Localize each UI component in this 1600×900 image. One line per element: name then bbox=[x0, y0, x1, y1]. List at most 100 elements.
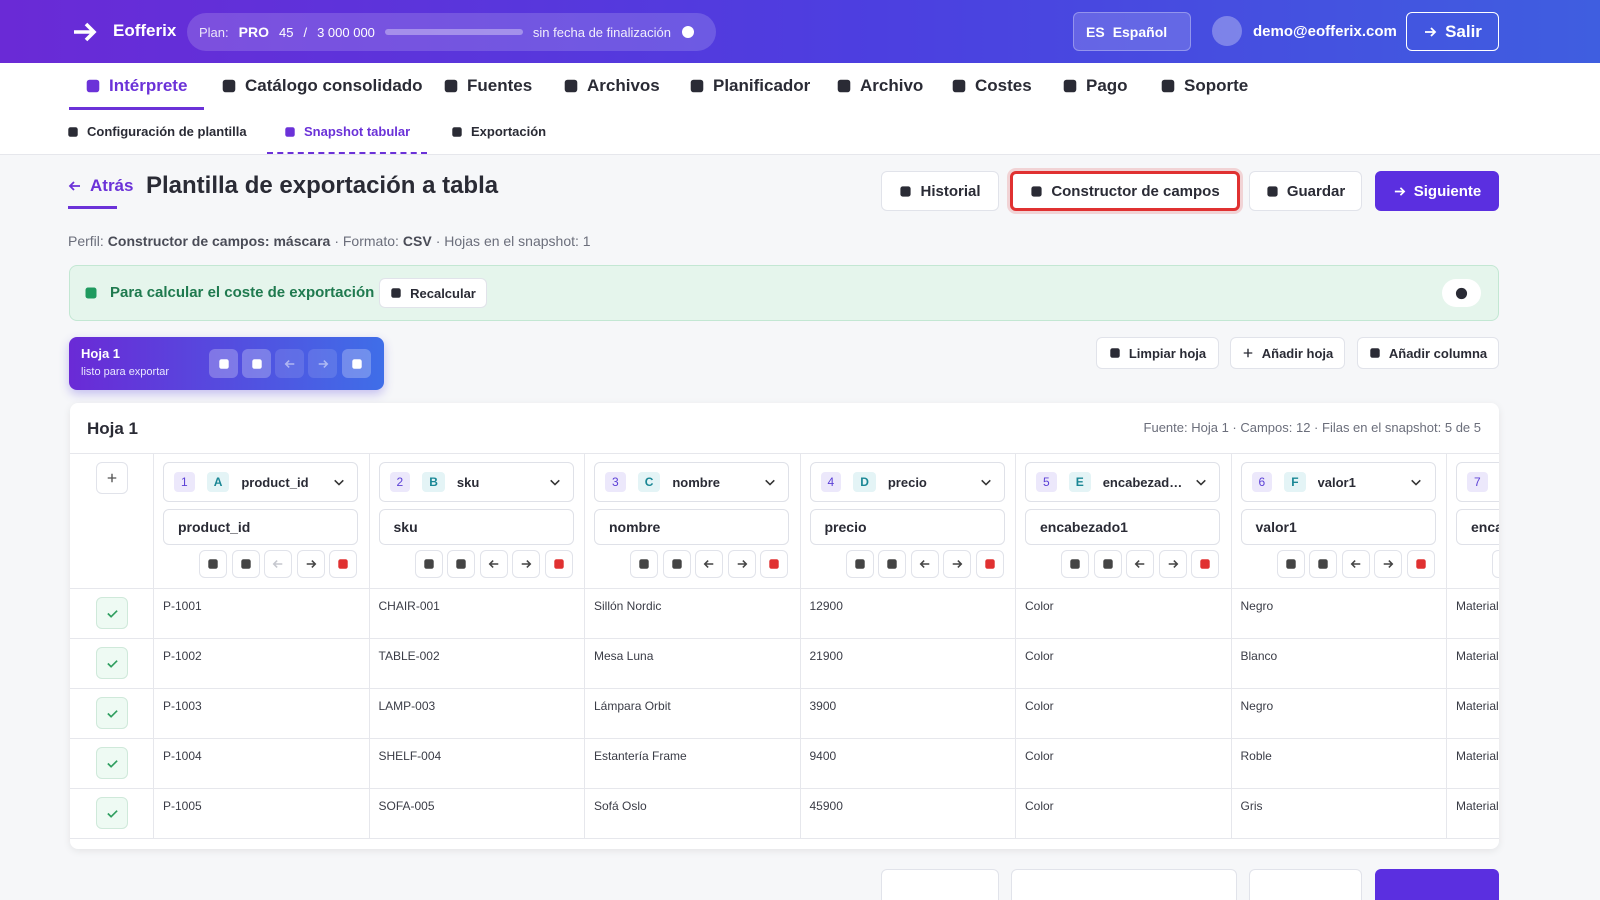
column-name: nombre bbox=[672, 474, 721, 490]
text: Exportación bbox=[471, 124, 547, 139]
language-select[interactable]: ES Español bbox=[1073, 12, 1191, 51]
nav-tab[interactable]: Fuentes bbox=[443, 76, 532, 96]
sheet-tool[interactable] bbox=[242, 349, 271, 378]
column-tool[interactable] bbox=[296, 550, 325, 578]
action-button[interactable]: Siguiente bbox=[1375, 171, 1499, 211]
nav-tab[interactable]: Costes bbox=[951, 76, 1032, 96]
text: CSV bbox=[402, 233, 432, 249]
sheet-action[interactable]: Limpiar hoja bbox=[1096, 337, 1219, 369]
column-tool[interactable] bbox=[1276, 550, 1305, 578]
column-tool[interactable] bbox=[414, 550, 443, 578]
column-tool[interactable] bbox=[975, 550, 1004, 578]
action-button[interactable]: Constructor de campos bbox=[1010, 171, 1240, 211]
add-row-button[interactable] bbox=[96, 462, 128, 494]
bottom-next-button[interactable] bbox=[1375, 869, 1499, 900]
column-divider bbox=[1015, 453, 1016, 838]
sheet-action[interactable]: Añadir hoja bbox=[1230, 337, 1345, 369]
column-select[interactable]: 7Gencabezado2 bbox=[1456, 462, 1499, 502]
bottom-action-button[interactable] bbox=[881, 869, 999, 900]
cell: P-1001 bbox=[163, 599, 202, 613]
text: Recalcular bbox=[410, 285, 476, 301]
column-tool[interactable] bbox=[1061, 550, 1089, 578]
bottom-action-button[interactable] bbox=[1011, 869, 1237, 900]
sheet-tool[interactable] bbox=[209, 349, 238, 378]
nav-tab[interactable]: Soporte bbox=[1160, 76, 1248, 96]
column-tool[interactable] bbox=[1191, 550, 1219, 578]
column-tool[interactable] bbox=[1158, 550, 1187, 578]
column-tool[interactable] bbox=[329, 550, 357, 578]
column-input[interactable]: encabezado1 bbox=[1025, 509, 1220, 545]
row-check[interactable] bbox=[96, 647, 128, 679]
column-tool[interactable] bbox=[1093, 550, 1122, 578]
column-tool[interactable] bbox=[943, 550, 971, 578]
subnav-tab[interactable]: Snapshot tabular bbox=[284, 124, 410, 139]
column-input[interactable]: encabezado2 bbox=[1456, 509, 1499, 545]
column-tool[interactable] bbox=[662, 550, 691, 578]
sheet-tool[interactable] bbox=[275, 349, 304, 378]
column-tool[interactable] bbox=[630, 550, 658, 578]
column-tool[interactable] bbox=[1309, 550, 1337, 578]
column-tool[interactable] bbox=[845, 550, 874, 578]
column-input[interactable]: valor1 bbox=[1240, 509, 1436, 545]
column-input[interactable]: nombre bbox=[594, 509, 789, 545]
column-tool[interactable] bbox=[264, 550, 292, 578]
column-tool[interactable] bbox=[727, 550, 756, 578]
cell: Roble bbox=[1240, 749, 1272, 763]
column-name: precio bbox=[887, 474, 927, 490]
column-tool[interactable] bbox=[878, 550, 906, 578]
column-tool[interactable] bbox=[910, 550, 939, 578]
column-input[interactable]: product_id bbox=[163, 509, 358, 545]
nav-tab[interactable]: Intérprete bbox=[85, 76, 187, 96]
action-button[interactable]: Guardar bbox=[1249, 171, 1362, 211]
column-tool[interactable] bbox=[231, 550, 260, 578]
column-tool[interactable] bbox=[760, 550, 788, 578]
nav-tab[interactable]: Catálogo consolidado bbox=[221, 76, 423, 96]
back-link[interactable]: Atrás bbox=[68, 176, 133, 196]
row-check[interactable] bbox=[96, 747, 128, 779]
help-button[interactable] bbox=[1442, 279, 1481, 307]
recalc-button[interactable]: Recalcular bbox=[379, 278, 487, 308]
icon bbox=[351, 358, 362, 369]
column-tool[interactable] bbox=[447, 550, 475, 578]
subnav-tab[interactable]: Exportación bbox=[451, 124, 546, 139]
cell: TABLE-002 bbox=[378, 649, 440, 663]
row-check[interactable] bbox=[96, 797, 128, 829]
icon bbox=[1195, 479, 1206, 486]
column-tool[interactable] bbox=[199, 550, 227, 578]
column-tool[interactable] bbox=[1492, 550, 1499, 578]
column-tool[interactable] bbox=[512, 550, 540, 578]
nav-tab[interactable]: Archivo bbox=[836, 76, 923, 96]
icon bbox=[272, 560, 283, 568]
column-tool[interactable] bbox=[1374, 550, 1402, 578]
nav-tab[interactable]: Archivos bbox=[563, 76, 660, 96]
column-input[interactable]: sku bbox=[378, 509, 574, 545]
bottom-action-button[interactable] bbox=[1249, 869, 1362, 900]
cell: Color bbox=[1025, 699, 1054, 713]
column-tool[interactable] bbox=[1341, 550, 1370, 578]
row-check[interactable] bbox=[96, 597, 128, 629]
action-button[interactable]: Historial bbox=[881, 171, 999, 211]
column-tool[interactable] bbox=[544, 550, 573, 578]
column-tool[interactable] bbox=[1126, 550, 1154, 578]
subnav-tab[interactable]: Configuración de plantilla bbox=[67, 124, 247, 139]
column-tool[interactable] bbox=[695, 550, 723, 578]
nav-tab[interactable]: Planificador bbox=[689, 76, 810, 96]
sheet-action[interactable]: Añadir columna bbox=[1357, 337, 1499, 369]
column-tool[interactable] bbox=[479, 550, 508, 578]
logout-button[interactable]: Salir bbox=[1406, 12, 1499, 51]
column-tool[interactable] bbox=[1406, 550, 1435, 578]
icon bbox=[68, 181, 80, 191]
subnav-underline bbox=[267, 152, 427, 154]
column-input[interactable]: precio bbox=[809, 509, 1005, 545]
column-letter: A bbox=[206, 472, 230, 492]
sheet-tool[interactable] bbox=[308, 349, 337, 378]
row-check[interactable] bbox=[96, 697, 128, 729]
sheet-tool[interactable] bbox=[342, 349, 371, 378]
nav-tab[interactable]: Pago bbox=[1062, 76, 1128, 96]
